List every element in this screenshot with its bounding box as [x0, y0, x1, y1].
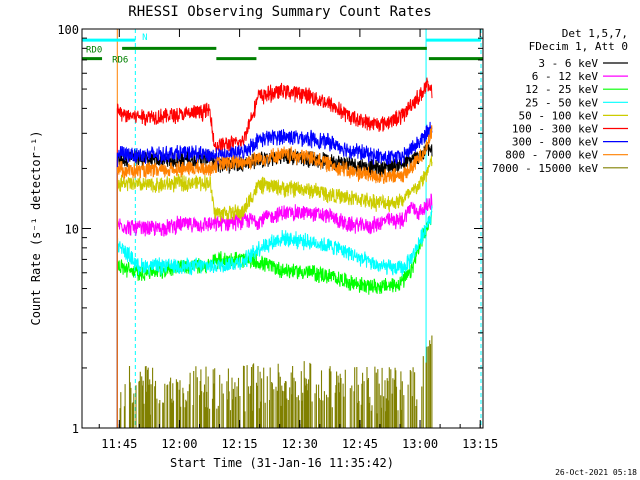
series-7000-15000-trace: [119, 335, 433, 428]
series-100-300keV: [116, 77, 433, 428]
legend-label-8: 7000 - 15000 keV: [492, 162, 598, 175]
series-trace-6: [116, 121, 433, 428]
legend-label-3: 25 - 50 keV: [525, 96, 598, 109]
y-axis: 1 10 100: [57, 23, 483, 436]
x-tick-label-0: 11:45: [101, 437, 137, 451]
series-800-7000keV: [116, 125, 433, 428]
legend-label-7: 800 - 7000 keV: [505, 149, 598, 162]
x-axis: 11:45 12:00 12:15 12:30 12:45 13:00 13:15: [98, 29, 498, 451]
y-tick-label-1: 10: [65, 223, 79, 237]
plot-area: N RD0 RD6: [82, 29, 483, 428]
legend-label-6: 300 - 800 keV: [512, 136, 598, 149]
series-7000-15000keV: [119, 335, 433, 428]
annotation-label-n: N: [142, 33, 147, 43]
legend-header-1: FDecim 1, Att 0: [529, 40, 628, 53]
legend-label-4: 50 - 100 keV: [519, 109, 599, 122]
y-tick-label-2: 100: [57, 23, 79, 37]
series-trace-1: [116, 193, 433, 428]
annotation-label-rd6: RD6: [112, 56, 128, 66]
legend-label-0: 3 - 6 keV: [538, 57, 598, 70]
legend-header-0: Det 1,5,7,: [562, 27, 628, 40]
x-tick-label-2: 12:15: [222, 437, 258, 451]
series-trace-3: [116, 205, 433, 428]
series-50-100keV: [116, 155, 433, 428]
x-tick-label-1: 12:00: [161, 437, 197, 451]
chart-title: RHESSI Observing Summary Count Rates: [128, 4, 431, 20]
series-25-50keV: [116, 205, 433, 428]
series-6-12keV: [116, 193, 433, 428]
x-tick-label-4: 12:45: [342, 437, 378, 451]
x-tick-label-6: 13:15: [462, 437, 498, 451]
series-trace-4: [116, 155, 433, 428]
series-trace-5: [116, 77, 433, 428]
legend-label-1: 6 - 12 keV: [532, 70, 599, 83]
y-axis-label: Count Rate (s⁻¹ detector⁻¹): [29, 130, 43, 325]
series-trace-7: [116, 125, 433, 428]
x-axis-label: Start Time (31-Jan-16 11:35:42): [170, 456, 394, 470]
series-300-800keV: [116, 121, 433, 428]
annotation-label-rd0: RD0: [86, 45, 102, 55]
legend-label-5: 100 - 300 keV: [512, 123, 598, 136]
y-tick-label-0: 1: [72, 422, 79, 436]
x-tick-label-3: 12:30: [282, 437, 318, 451]
x-tick-label-5: 13:00: [402, 437, 438, 451]
footer-timestamp: 26-Oct-2021 05:18: [555, 468, 637, 477]
legend-label-2: 12 - 25 keV: [525, 83, 598, 96]
